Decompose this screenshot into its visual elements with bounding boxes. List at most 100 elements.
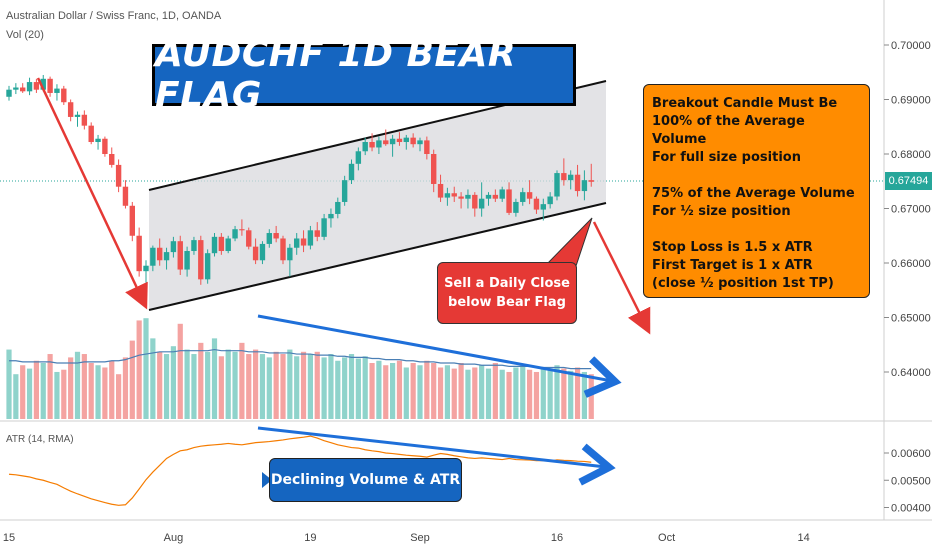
time-tick-label: Sep bbox=[410, 532, 430, 544]
volume-bar bbox=[417, 365, 423, 419]
volume-bar bbox=[122, 357, 129, 419]
volume-bar bbox=[246, 354, 252, 419]
title-text: AUDCHF 1D BEAR FLAG bbox=[155, 34, 517, 116]
candle-body bbox=[287, 247, 293, 261]
volume-bar bbox=[307, 354, 313, 419]
volume-bar bbox=[342, 357, 348, 419]
note-line: 100% of the Average Volume bbox=[652, 114, 805, 147]
volume-bar bbox=[280, 354, 286, 419]
volume-bar bbox=[492, 363, 498, 419]
volume-bar bbox=[424, 360, 430, 419]
price-tick-label: 0.70000 bbox=[891, 40, 931, 52]
volume-bar bbox=[184, 349, 190, 419]
volume-bar bbox=[513, 367, 519, 419]
volume-bar bbox=[13, 374, 19, 419]
candle-body bbox=[431, 154, 437, 184]
price-tick-label: 0.67000 bbox=[891, 204, 931, 216]
volume-bar bbox=[47, 354, 53, 419]
volume-bar bbox=[499, 369, 505, 419]
volume-bar bbox=[266, 357, 272, 419]
candle-body bbox=[341, 180, 348, 202]
volume-bar bbox=[437, 367, 444, 419]
candle-body bbox=[314, 230, 320, 237]
price-tick-label: 0.68000 bbox=[891, 149, 931, 161]
candle-body bbox=[143, 265, 149, 272]
volume-bar bbox=[54, 371, 60, 419]
sell-callout: Sell a Daily Close below Bear Flag bbox=[437, 262, 577, 324]
candle-body bbox=[513, 201, 519, 213]
candle-body bbox=[328, 213, 334, 219]
candle-body bbox=[300, 238, 307, 246]
rules-note: Breakout Candle Must Be 100% of the Aver… bbox=[643, 84, 870, 298]
candle-body bbox=[444, 193, 451, 198]
candle-body bbox=[410, 137, 416, 145]
note-line: Breakout Candle Must Be bbox=[652, 96, 838, 111]
volume-bar bbox=[287, 349, 293, 419]
candle-body bbox=[417, 140, 423, 145]
candle-body bbox=[321, 218, 327, 237]
candle-body bbox=[396, 138, 403, 143]
atr-line bbox=[8, 435, 592, 506]
volume-bar bbox=[451, 368, 457, 419]
candle-body bbox=[191, 240, 197, 252]
candle-body bbox=[13, 87, 19, 90]
volume-bar bbox=[218, 356, 224, 419]
note-line: First Target is 1 x ATR bbox=[652, 258, 813, 273]
volume-bar bbox=[390, 363, 396, 419]
candle-body bbox=[232, 229, 238, 239]
volume-bar bbox=[561, 368, 567, 419]
volume-bars bbox=[6, 318, 594, 419]
note-line: 75% of the Average Volume bbox=[652, 186, 855, 201]
time-axis: 15Aug19Sep16Oct14Nov18Dec bbox=[3, 532, 810, 544]
volume-bar bbox=[109, 360, 115, 419]
symbol-header: Australian Dollar / Swiss Franc, 1D, OAN… bbox=[6, 10, 222, 22]
volume-bar bbox=[574, 367, 581, 419]
volume-bar bbox=[74, 351, 81, 419]
volume-bar bbox=[294, 356, 300, 419]
candle-body bbox=[588, 180, 594, 182]
candle-body bbox=[26, 82, 33, 92]
volume-bar bbox=[506, 371, 512, 419]
candle-body bbox=[273, 233, 279, 239]
candle-body bbox=[74, 114, 81, 117]
volume-bar bbox=[61, 369, 67, 419]
candle-body bbox=[47, 78, 53, 93]
volume-bar bbox=[177, 323, 183, 419]
candle-body bbox=[129, 205, 135, 236]
volume-bar bbox=[472, 367, 478, 419]
volume-bar bbox=[540, 368, 546, 419]
volume-bar bbox=[225, 349, 231, 419]
candle-body bbox=[472, 194, 478, 209]
candle-body bbox=[533, 198, 540, 210]
volume-bar bbox=[88, 363, 94, 419]
volume-bar bbox=[465, 369, 471, 419]
candle-body bbox=[526, 192, 533, 199]
candle-body bbox=[437, 183, 444, 198]
candle-body bbox=[335, 201, 341, 214]
candle-body bbox=[568, 174, 574, 181]
atr-callout-pointer bbox=[262, 472, 272, 488]
time-tick-label: 15 bbox=[3, 532, 15, 544]
volume-bar bbox=[328, 354, 334, 419]
candle-body bbox=[198, 240, 204, 280]
candle-body bbox=[136, 235, 142, 272]
volume-bar bbox=[527, 369, 533, 419]
volume-bar bbox=[479, 365, 485, 419]
volume-bar bbox=[362, 356, 368, 419]
candle-body bbox=[95, 138, 101, 143]
candle-body bbox=[389, 138, 396, 145]
last-price-label: 0.67494 bbox=[885, 172, 932, 190]
volume-bar bbox=[239, 342, 245, 419]
chart-title-banner: AUDCHF 1D BEAR FLAG bbox=[152, 34, 576, 116]
volume-bar bbox=[554, 365, 560, 419]
candle-body bbox=[561, 173, 567, 181]
time-tick-label: 14 bbox=[797, 532, 809, 544]
candle-body bbox=[520, 192, 526, 202]
candle-body bbox=[369, 142, 375, 148]
volume-bar bbox=[40, 363, 46, 419]
candle-body bbox=[499, 189, 505, 199]
candle-body bbox=[451, 193, 457, 197]
volume-bar bbox=[33, 360, 39, 419]
